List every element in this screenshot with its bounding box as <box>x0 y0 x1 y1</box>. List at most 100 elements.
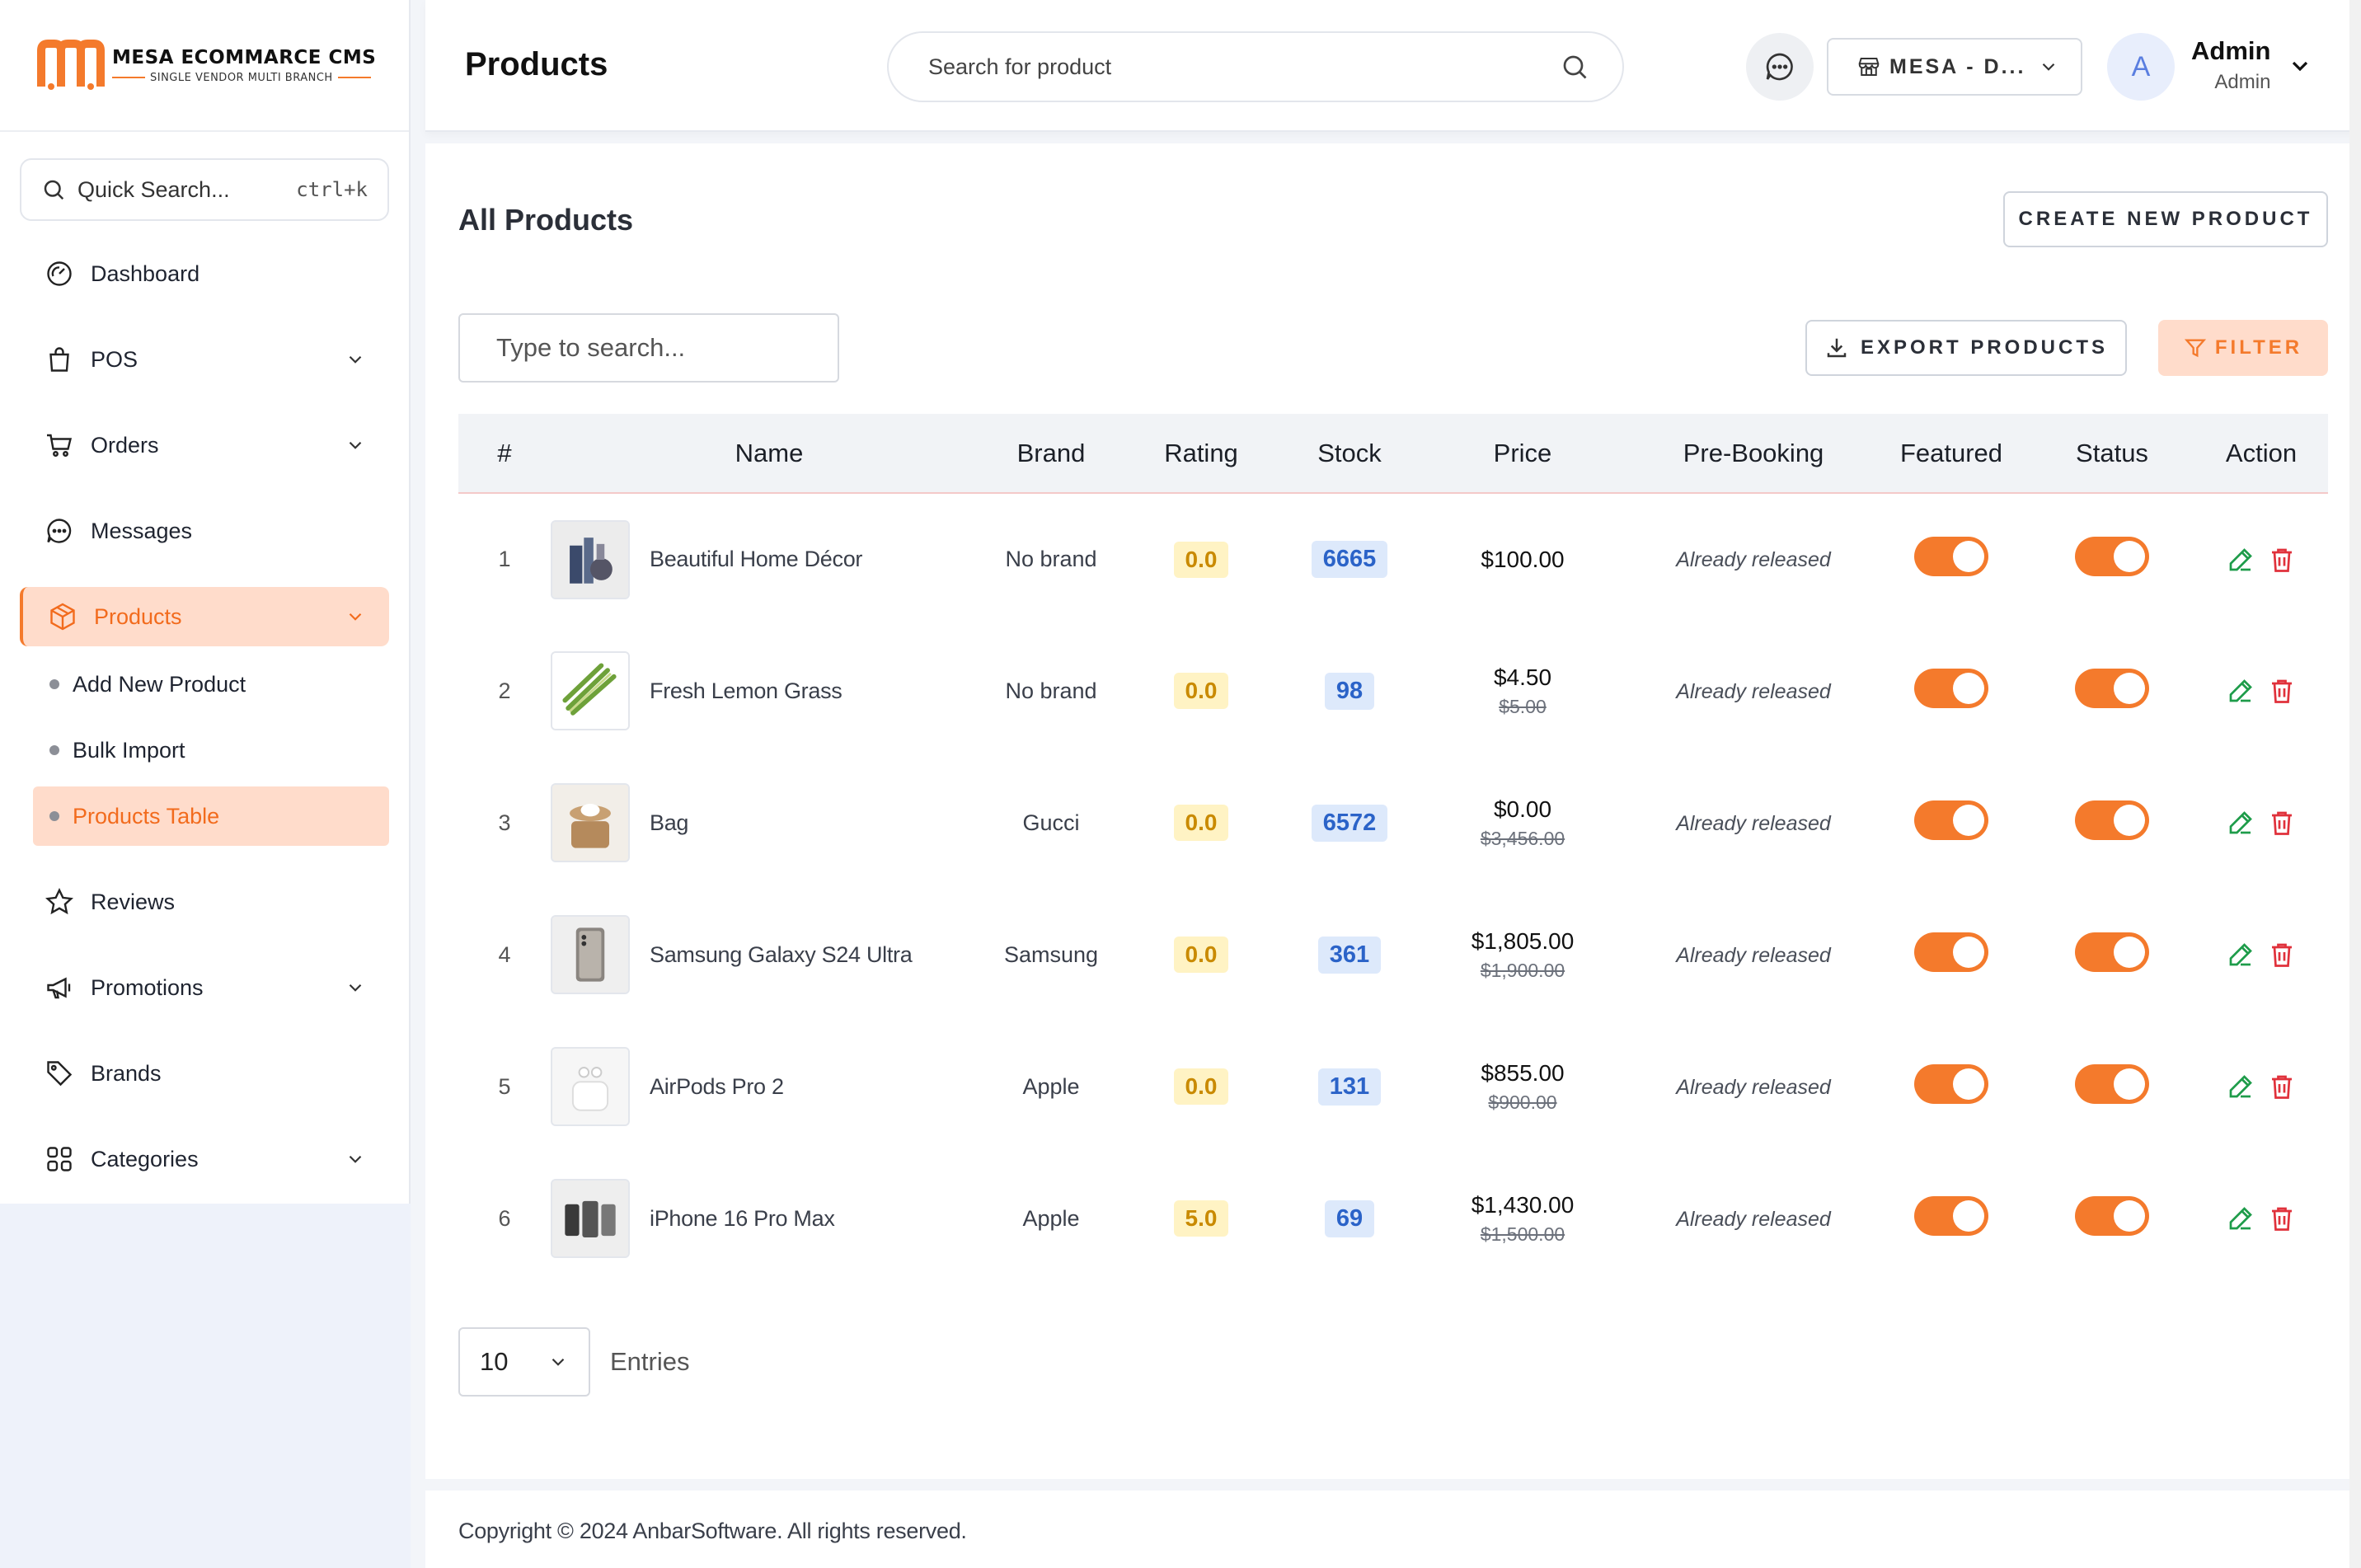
trash-icon[interactable] <box>2267 545 2297 575</box>
status-toggle[interactable] <box>2075 1063 2149 1104</box>
header-search[interactable] <box>887 31 1624 102</box>
trash-icon[interactable] <box>2267 676 2297 706</box>
chevron-down-icon <box>349 441 362 449</box>
featured-cell <box>1873 1153 2030 1284</box>
chat-icon <box>47 519 72 543</box>
featured-toggle[interactable] <box>1914 537 1988 576</box>
action-cell <box>2194 1021 2328 1153</box>
trash-icon[interactable] <box>2267 1072 2297 1101</box>
featured-cell <box>1873 625 2030 757</box>
logo[interactable]: MESA ECOMMARCE CMS SINGLE VENDOR MULTI B… <box>0 0 409 132</box>
featured-toggle[interactable] <box>1914 932 1988 972</box>
product-name[interactable]: Fresh Lemon Grass <box>650 678 843 703</box>
page-title: Products <box>465 46 608 82</box>
sidebar-item-pos[interactable]: POS <box>20 330 389 389</box>
sidebar-item-orders[interactable]: Orders <box>20 415 389 475</box>
sidebar-item-brands[interactable]: Brands <box>20 1044 389 1103</box>
sidebar-item-categories[interactable]: Categories <box>20 1129 389 1189</box>
create-new-product-button[interactable]: CREATE NEW PRODUCT <box>2003 191 2328 247</box>
edit-icon[interactable] <box>2226 808 2255 838</box>
status-toggle[interactable] <box>2075 800 2149 840</box>
shopping-bag-icon <box>49 347 69 372</box>
column-header[interactable]: Brand <box>1016 438 1086 467</box>
export-products-button[interactable]: EXPORT PRODUCTS <box>1805 320 2127 376</box>
featured-toggle[interactable] <box>1914 800 1988 840</box>
sidebar-item-messages[interactable]: Messages <box>20 501 389 561</box>
brand-title: MESA ECOMMARCE CMS <box>112 46 377 68</box>
sidebar-subitem-add-new-product[interactable]: Add New Product <box>20 655 389 714</box>
rating-cell: 0.0 <box>1115 1021 1288 1153</box>
quick-search-label: Quick Search... <box>77 176 230 202</box>
status-toggle[interactable] <box>2075 537 2149 576</box>
column-header[interactable]: Stock <box>1317 438 1382 467</box>
page-scrollbar[interactable] <box>2349 0 2361 1568</box>
edit-icon[interactable] <box>2226 1072 2255 1101</box>
filter-button[interactable]: FILTER <box>2158 320 2328 376</box>
edit-icon[interactable] <box>2226 940 2255 969</box>
chevron-down-icon[interactable] <box>2287 53 2313 79</box>
stock-badge: 69 <box>1324 1199 1375 1237</box>
sidebar-subitem-products-table[interactable]: Products Table <box>33 786 389 846</box>
column-header[interactable]: Featured <box>1899 438 2003 467</box>
edit-icon[interactable] <box>2226 545 2255 575</box>
status-toggle[interactable] <box>2075 668 2149 708</box>
product-thumbnail[interactable] <box>551 651 630 730</box>
product-thumbnail[interactable] <box>551 1047 630 1126</box>
product-name[interactable]: Samsung Galaxy S24 Ultra <box>650 941 913 967</box>
entries-control: 10 Entries <box>458 1327 689 1397</box>
sidebar-item-promotions[interactable]: Promotions <box>20 958 389 1017</box>
sidebar-subitem-label: Products Table <box>73 803 220 829</box>
column-header[interactable]: Price <box>1493 438 1552 467</box>
quick-search[interactable]: Quick Search... ctrl+k <box>20 158 389 221</box>
table-search[interactable] <box>458 313 839 383</box>
product-thumbnail[interactable] <box>551 519 630 599</box>
rating-badge: 0.0 <box>1173 937 1229 973</box>
sidebar-subitem-bulk-import[interactable]: Bulk Import <box>20 721 389 780</box>
column-header[interactable]: # <box>497 438 512 467</box>
copyright-text: Copyright © 2024 AnbarSoftware. All righ… <box>458 1519 967 1543</box>
row-number: 5 <box>498 1073 511 1099</box>
column-header[interactable]: Pre-Booking <box>1683 438 1824 467</box>
trash-icon[interactable] <box>2267 808 2297 838</box>
product-name[interactable]: iPhone 16 Pro Max <box>650 1205 835 1231</box>
status-toggle[interactable] <box>2075 1195 2149 1236</box>
featured-toggle[interactable] <box>1914 1063 1988 1104</box>
top-header: Products MESA - D... A Admin Admin <box>425 0 2361 132</box>
price-cell: $855.00 $900.00 <box>1411 1021 1634 1153</box>
featured-toggle[interactable] <box>1914 668 1988 708</box>
trash-icon[interactable] <box>2267 940 2297 969</box>
entries-select[interactable]: 10 <box>458 1327 590 1397</box>
search-icon[interactable] <box>1560 52 1589 82</box>
trash-icon[interactable] <box>2267 1204 2297 1233</box>
product-thumbnail[interactable] <box>551 1179 630 1258</box>
column-header[interactable]: Status <box>2076 438 2148 467</box>
sidebar-item-products[interactable]: Products <box>20 587 389 646</box>
avatar[interactable]: A <box>2107 33 2175 101</box>
edit-icon[interactable] <box>2226 1204 2255 1233</box>
table-search-input[interactable] <box>496 333 825 363</box>
sidebar-item-reviews[interactable]: Reviews <box>20 872 389 932</box>
price-cell: $4.50 $5.00 <box>1411 625 1634 757</box>
product-name[interactable]: AirPods Pro 2 <box>650 1073 784 1099</box>
stock-cell: 6572 <box>1288 757 1411 889</box>
status-toggle[interactable] <box>2075 932 2149 972</box>
stock-cell: 131 <box>1288 1021 1411 1153</box>
edit-icon[interactable] <box>2226 676 2255 706</box>
product-thumbnail[interactable] <box>551 783 630 862</box>
branch-select[interactable]: MESA - D... <box>1827 38 2082 96</box>
rating-cell: 0.0 <box>1115 757 1288 889</box>
sidebar-item-label: Products <box>94 603 182 629</box>
product-name[interactable]: Beautiful Home Décor <box>650 547 863 571</box>
column-header[interactable]: Name <box>735 438 804 467</box>
header-search-input[interactable] <box>928 54 1560 80</box>
sidebar-item-label: Categories <box>91 1146 199 1171</box>
featured-toggle[interactable] <box>1914 1195 1988 1236</box>
messages-button[interactable] <box>1746 33 1814 101</box>
product-name[interactable]: Bag <box>650 810 689 835</box>
price: $100.00 <box>1481 546 1565 572</box>
user-name: Admin <box>2191 36 2271 65</box>
column-header[interactable]: Rating <box>1164 438 1238 467</box>
user-menu[interactable]: Admin Admin <box>2191 36 2270 94</box>
product-thumbnail[interactable] <box>551 915 630 994</box>
sidebar-item-dashboard[interactable]: Dashboard <box>20 244 389 303</box>
